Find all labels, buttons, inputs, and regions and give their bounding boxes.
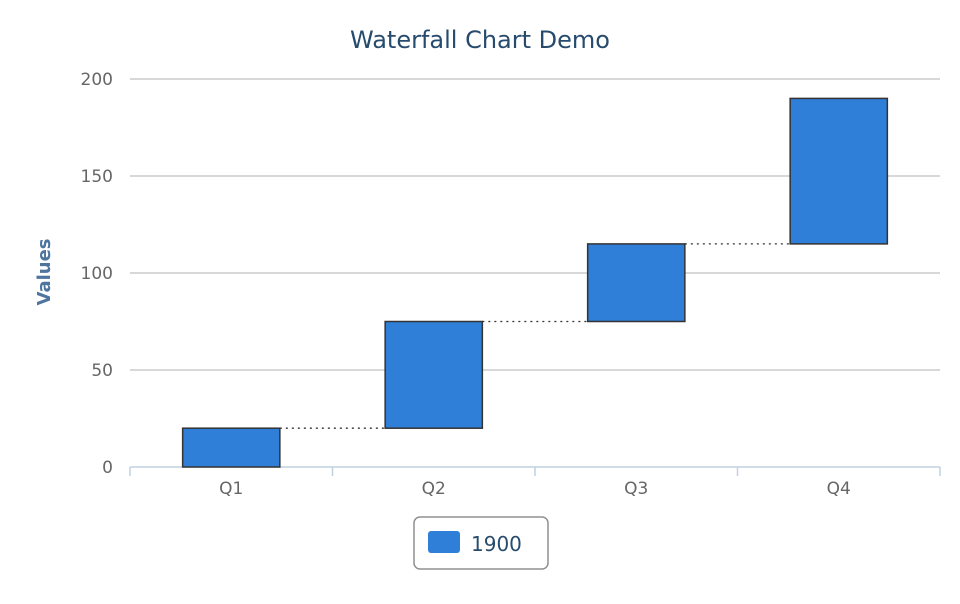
y-tick-label-150: 150 [81,167,113,187]
legend-box [413,516,549,570]
bar-q2[interactable] [384,320,484,429]
x-tick-label-q1: Q1 [219,479,243,499]
x-tick-label-q3: Q3 [624,479,648,499]
gridlines [130,78,940,371]
y-tick-label-200: 200 [81,70,113,90]
y-tick-label-0: 0 [102,458,113,478]
bar-q4[interactable] [789,97,889,245]
bars [181,97,889,468]
chart-title: Waterfall Chart Demo [350,26,610,54]
x-axis: Q1 Q2 Q3 Q4 [129,466,941,499]
bar-q1[interactable] [181,427,281,468]
legend-label-1900[interactable]: 1900 [471,532,522,556]
bar-q3[interactable] [586,243,686,323]
x-tick-label-q4: Q4 [827,479,851,499]
connectors [279,243,791,429]
y-axis-title: Values [34,239,55,306]
legend-swatch-1900 [428,531,460,553]
legend[interactable]: 1900 [413,516,549,570]
y-tick-label-100: 100 [81,264,113,284]
x-tick-label-q2: Q2 [422,479,446,499]
y-axis-ticks: 0 50 100 150 200 [81,70,113,478]
y-tick-label-50: 50 [91,361,113,381]
